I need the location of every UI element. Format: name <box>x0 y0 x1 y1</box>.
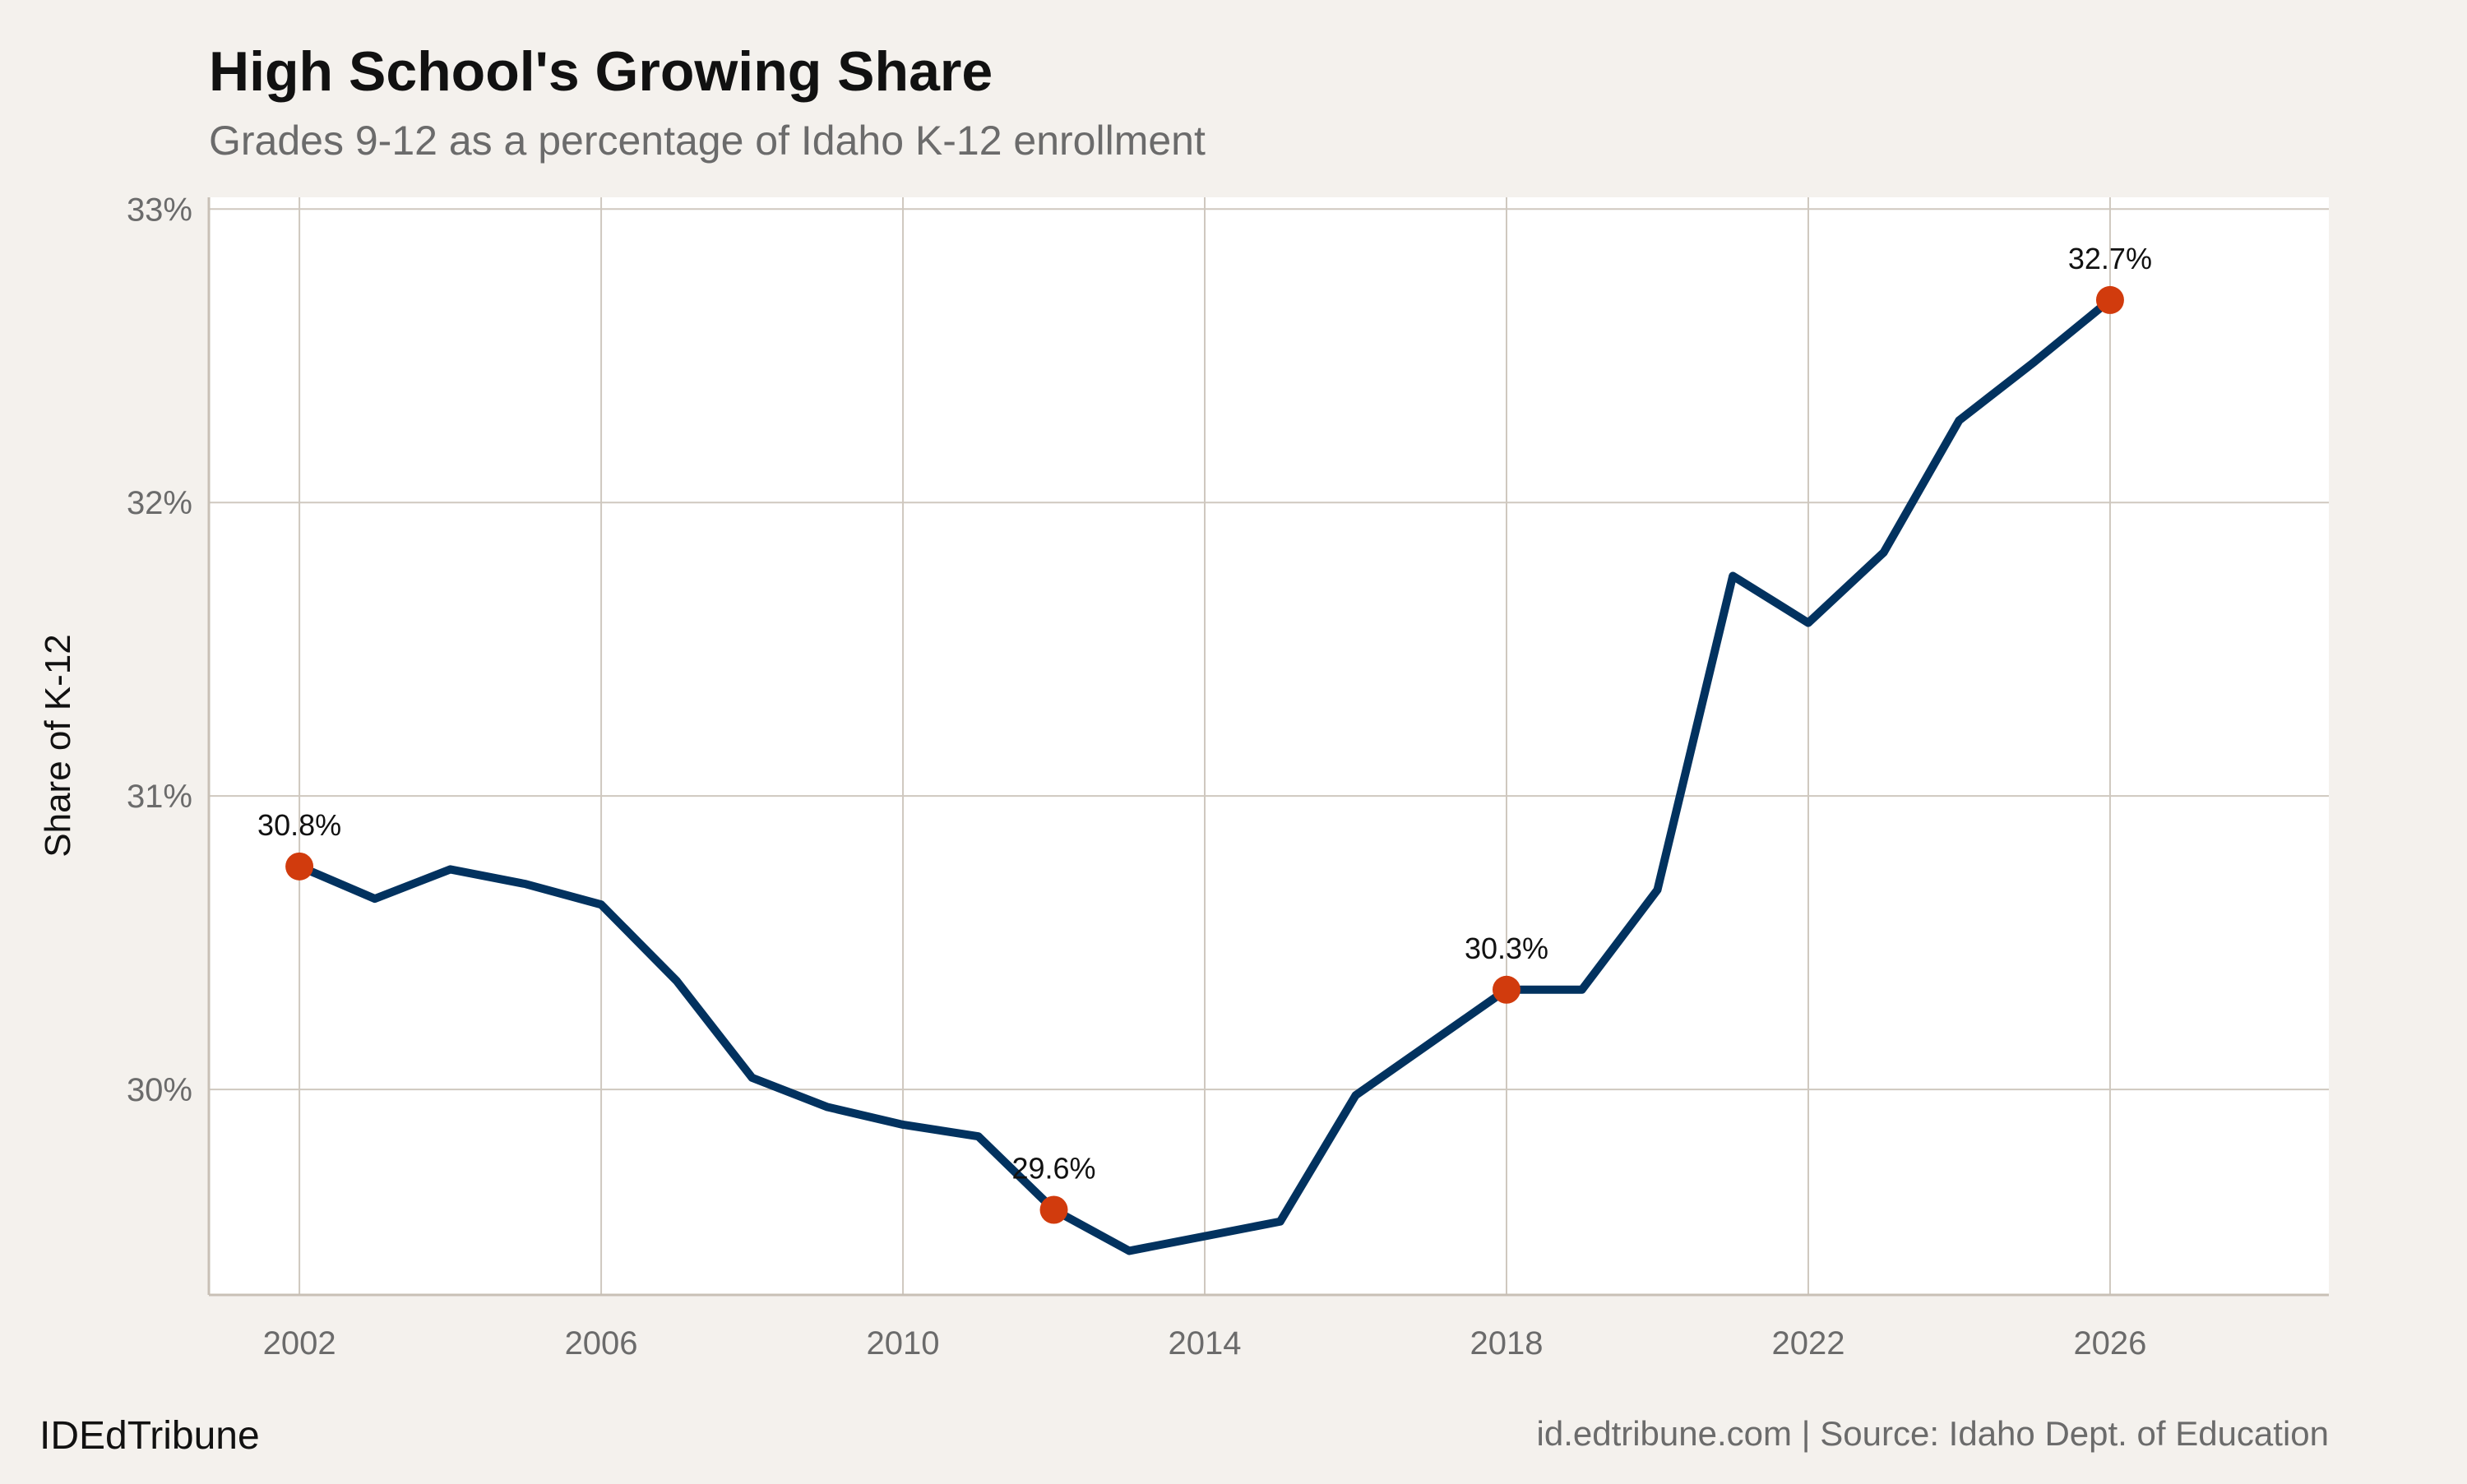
highlight-point <box>2095 285 2124 314</box>
series-group <box>295 295 2114 1255</box>
gridlines <box>209 197 2329 1295</box>
footer-source: id.edtribune.com | Source: Idaho Dept. o… <box>1537 1414 2330 1453</box>
series-line <box>295 295 2114 1255</box>
x-tick-label: 2018 <box>1470 1325 1544 1361</box>
data-label: 30.3% <box>1465 932 1548 965</box>
data-label: 30.8% <box>257 808 341 842</box>
chart-subtitle: Grades 9-12 as a percentage of Idaho K-1… <box>209 118 1206 164</box>
y-tick-label: 31% <box>127 779 192 815</box>
x-tick-label: 2002 <box>263 1325 336 1361</box>
tick-labels: 2002 2006 2010 2014 2018 2022 2026 30% 31% 32% 33% <box>127 192 2146 1361</box>
highlight-point <box>1039 1195 1068 1224</box>
plot-panel <box>209 197 2329 1295</box>
footer-brand: IDEdTribune <box>39 1414 260 1458</box>
data-label: 32.7% <box>2068 242 2152 275</box>
data-label: 29.6% <box>1011 1151 1095 1185</box>
y-tick-label: 33% <box>127 192 192 228</box>
chart-title: High School's Growing Share <box>209 40 993 103</box>
y-tick-label: 30% <box>127 1072 192 1108</box>
x-tick-label: 2026 <box>2073 1325 2146 1361</box>
x-tick-label: 2022 <box>1771 1325 1844 1361</box>
y-tick-label: 32% <box>127 485 192 521</box>
y-axis-label: Share of K-12 <box>38 634 78 858</box>
highlight-point <box>1492 975 1520 1004</box>
x-tick-label: 2014 <box>1169 1325 1242 1361</box>
x-tick-label: 2010 <box>867 1325 940 1361</box>
x-tick-label: 2006 <box>565 1325 638 1361</box>
highlight-point <box>285 852 314 881</box>
highlight-group: 30.8% 29.6% 30.3% 32.7% <box>257 242 2152 1224</box>
